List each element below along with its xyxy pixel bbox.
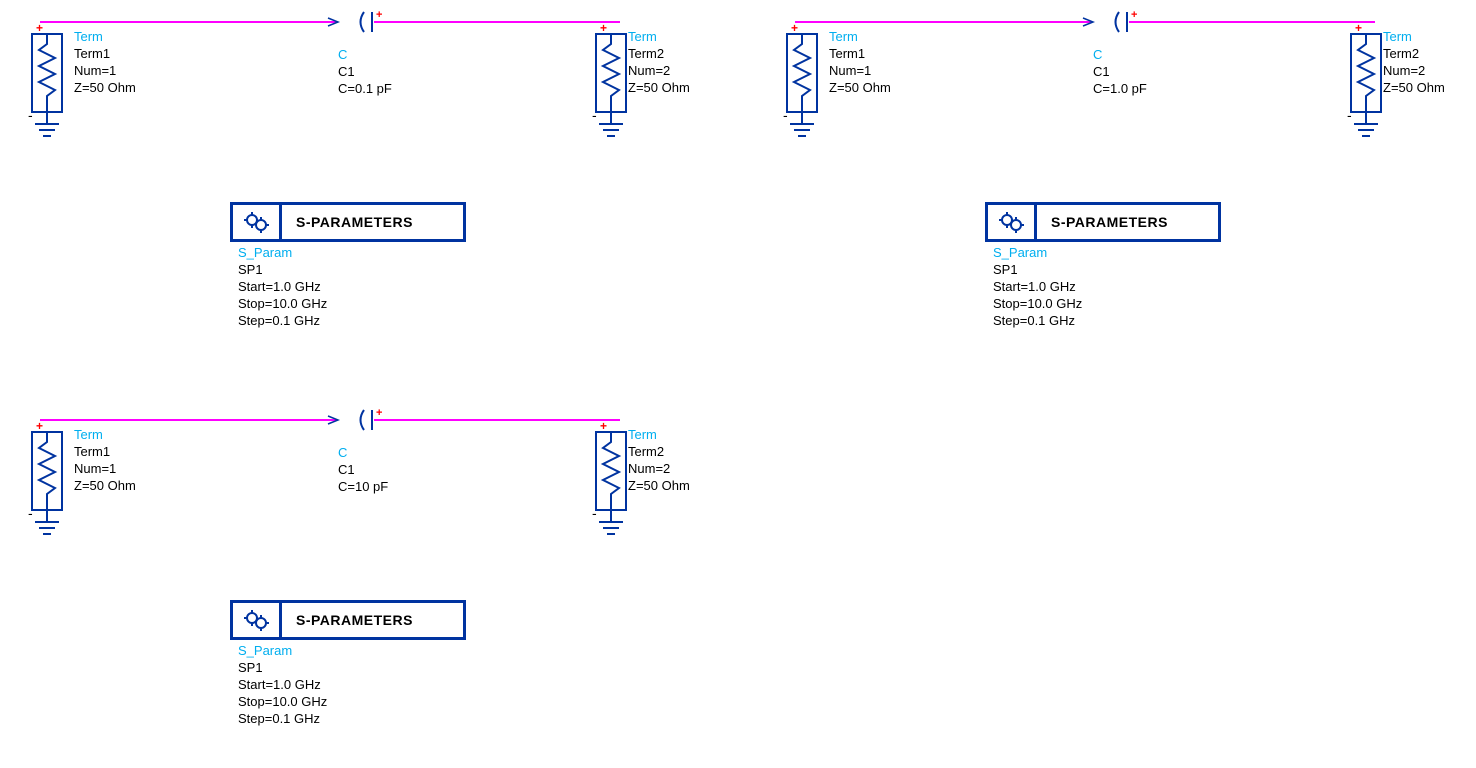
cap-type: C (1093, 46, 1147, 63)
term1-z: Z=50 Ohm (74, 79, 136, 96)
term2-name: Term2 (628, 443, 690, 460)
capacitor-symbol-svg: + (350, 10, 390, 34)
sparam-icon-cell (233, 603, 282, 637)
term1-symbol: + - (28, 420, 72, 540)
term1-type: Term (829, 28, 891, 45)
svg-text:+: + (376, 10, 382, 21)
sparam-text: S_Param SP1 Start=1.0 GHz Stop=10.0 GHz … (238, 642, 327, 727)
term2-type: Term (628, 28, 690, 45)
cap-val: C=10 pF (338, 478, 388, 495)
capacitor-symbol-svg: + (1105, 10, 1145, 34)
cap-name: C1 (338, 63, 392, 80)
sparam-type: S_Param (238, 244, 327, 261)
cap-name: C1 (1093, 63, 1147, 80)
sparam-title: S-PARAMETERS (282, 612, 427, 628)
sparam-step: Step=0.1 GHz (993, 312, 1082, 329)
svg-text:-: - (1347, 107, 1352, 123)
term1-text: Term Term1 Num=1 Z=50 Ohm (74, 426, 136, 494)
cap-type: C (338, 46, 392, 63)
sparam-start: Start=1.0 GHz (238, 676, 327, 693)
term2-num: Num=2 (1383, 62, 1445, 79)
term1-symbol: + - (28, 22, 72, 142)
term1-name: Term1 (74, 45, 136, 62)
sparam-title: S-PARAMETERS (1037, 214, 1182, 230)
gear-icon (242, 208, 270, 236)
sparam-name: SP1 (238, 261, 327, 278)
circuit-block: + + - + - Term Term1 Num=1 (10, 408, 710, 768)
term1-text: Term Term1 Num=1 Z=50 Ohm (829, 28, 891, 96)
circuit-block: + + - + - Term Term1 Num=1 (765, 10, 1465, 370)
term2-type: Term (1383, 28, 1445, 45)
sparam-title: S-PARAMETERS (282, 214, 427, 230)
cap-val: C=1.0 pF (1093, 80, 1147, 97)
term1-name: Term1 (74, 443, 136, 460)
sparam-box: S-PARAMETERS (985, 202, 1221, 242)
term2-name: Term2 (1383, 45, 1445, 62)
term1-num: Num=1 (829, 62, 891, 79)
term2-num: Num=2 (628, 62, 690, 79)
term2-num: Num=2 (628, 460, 690, 477)
sparam-step: Step=0.1 GHz (238, 312, 327, 329)
term2-type: Term (628, 426, 690, 443)
sparam-name: SP1 (993, 261, 1082, 278)
cap-val: C=0.1 pF (338, 80, 392, 97)
sparam-box: S-PARAMETERS (230, 600, 466, 640)
term2-name: Term2 (628, 45, 690, 62)
term-symbol-svg: + - (783, 22, 827, 142)
sparam-text: S_Param SP1 Start=1.0 GHz Stop=10.0 GHz … (993, 244, 1082, 329)
term-symbol-svg: + - (28, 420, 72, 540)
term1-z: Z=50 Ohm (74, 477, 136, 494)
cap-type: C (338, 444, 388, 461)
sparam-box: S-PARAMETERS (230, 202, 466, 242)
capacitor-symbol: + (1105, 10, 1145, 34)
term2-z: Z=50 Ohm (628, 79, 690, 96)
capacitor-text: C C1 C=10 pF (338, 444, 388, 495)
sparam-icon-cell (233, 205, 282, 239)
sparam-step: Step=0.1 GHz (238, 710, 327, 727)
term2-text: Term Term2 Num=2 Z=50 Ohm (628, 28, 690, 96)
sparam-name: SP1 (238, 659, 327, 676)
svg-text:-: - (28, 107, 33, 123)
term1-type: Term (74, 28, 136, 45)
capacitor-symbol: + (350, 408, 390, 432)
sparam-type: S_Param (993, 244, 1082, 261)
sparam-stop: Stop=10.0 GHz (238, 693, 327, 710)
circuit-block: + + - + - Term Term1 Num=1 (10, 10, 710, 370)
term2-z: Z=50 Ohm (1383, 79, 1445, 96)
svg-text:+: + (1131, 10, 1137, 21)
sparam-type: S_Param (238, 642, 327, 659)
term1-symbol: + - (783, 22, 827, 142)
sparam-icon-cell (988, 205, 1037, 239)
sparam-text: S_Param SP1 Start=1.0 GHz Stop=10.0 GHz … (238, 244, 327, 329)
term2-z: Z=50 Ohm (628, 477, 690, 494)
svg-text:-: - (592, 505, 597, 521)
sparam-stop: Stop=10.0 GHz (993, 295, 1082, 312)
term2-text: Term Term2 Num=2 Z=50 Ohm (1383, 28, 1445, 96)
capacitor-text: C C1 C=0.1 pF (338, 46, 392, 97)
term-symbol-svg: + - (28, 22, 72, 142)
capacitor-text: C C1 C=1.0 pF (1093, 46, 1147, 97)
svg-text:-: - (592, 107, 597, 123)
term1-num: Num=1 (74, 460, 136, 477)
svg-text:-: - (783, 107, 788, 123)
term2-text: Term Term2 Num=2 Z=50 Ohm (628, 426, 690, 494)
gear-icon (242, 606, 270, 634)
sparam-stop: Stop=10.0 GHz (238, 295, 327, 312)
svg-text:-: - (28, 505, 33, 521)
term1-type: Term (74, 426, 136, 443)
capacitor-symbol: + (350, 10, 390, 34)
sparam-start: Start=1.0 GHz (993, 278, 1082, 295)
gear-icon (997, 208, 1025, 236)
term1-num: Num=1 (74, 62, 136, 79)
term1-name: Term1 (829, 45, 891, 62)
cap-name: C1 (338, 461, 388, 478)
term1-z: Z=50 Ohm (829, 79, 891, 96)
svg-text:+: + (376, 408, 382, 419)
capacitor-symbol-svg: + (350, 408, 390, 432)
sparam-start: Start=1.0 GHz (238, 278, 327, 295)
term1-text: Term Term1 Num=1 Z=50 Ohm (74, 28, 136, 96)
